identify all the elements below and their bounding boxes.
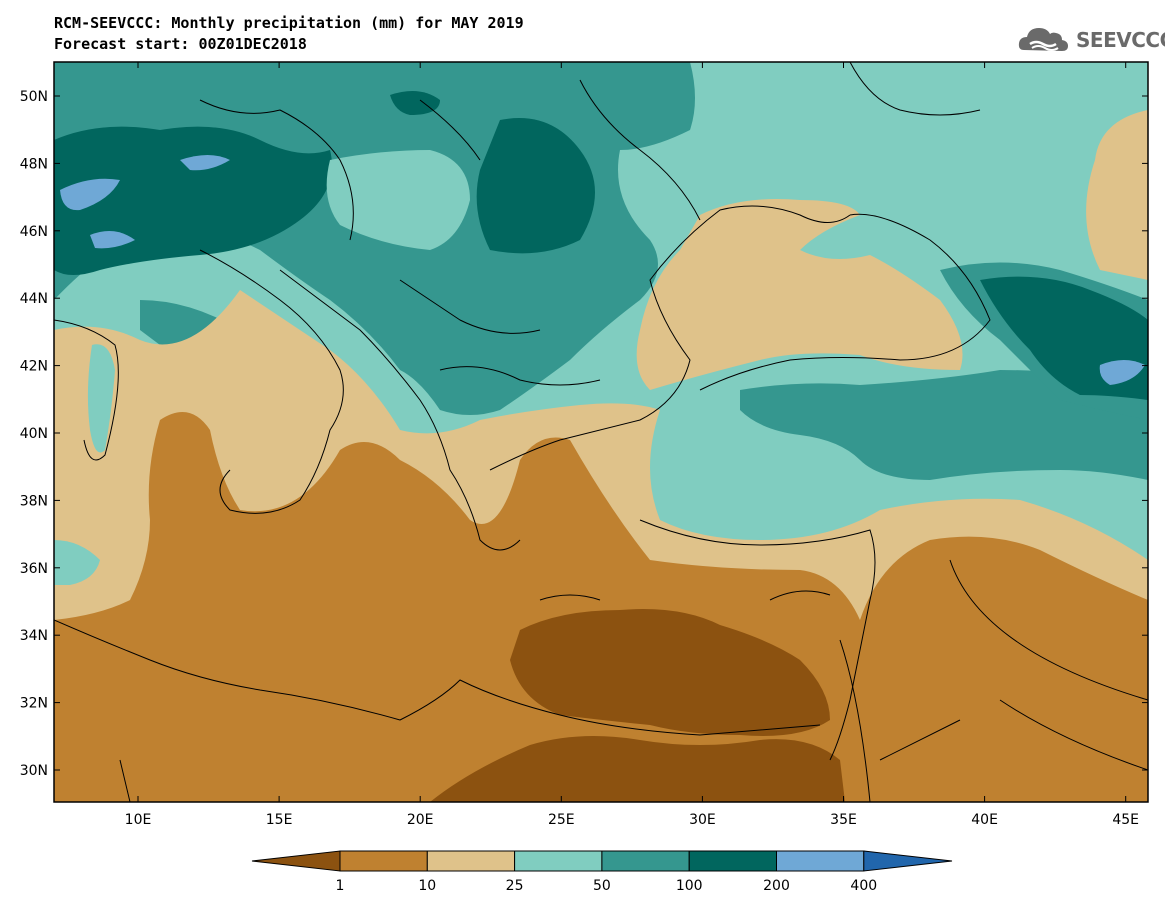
colorbar-label: 25 <box>506 878 524 894</box>
field-brown-africa <box>54 412 1148 802</box>
coast-italy <box>199 249 344 514</box>
lat-tick-label: 34N <box>20 628 48 644</box>
logo-text: SEEVCCC <box>1076 28 1165 52</box>
map-frame <box>53 61 1149 803</box>
forecast-start: Forecast start: 00Z01DEC2018 <box>54 35 307 53</box>
map-title: RCM-SEEVCCC: Monthly precipitation (mm) … <box>54 14 524 32</box>
lat-tick-label: 42N <box>20 359 48 375</box>
lon-tick-label: 30E <box>689 812 716 828</box>
longitude-axis: 10E 15E 20E 25E 30E 35E 40E 45E <box>125 62 1139 828</box>
field-light-teal-sardinia <box>87 344 115 453</box>
coast-blacksea-east <box>699 213 991 391</box>
colorbar-label: 10 <box>418 878 436 894</box>
borders-africa-mideast <box>119 559 1148 802</box>
lon-tick-label: 40E <box>971 812 998 828</box>
colorbar-segment <box>776 850 865 872</box>
field-dark-brown-libya <box>510 609 830 736</box>
field-blue-alps-2 <box>90 231 135 249</box>
precipitation-field <box>54 62 1148 802</box>
colorbar-label: 50 <box>593 878 611 894</box>
colorbar-segment <box>426 850 516 872</box>
cloud-icon <box>1018 28 1068 51</box>
lon-tick-label: 15E <box>266 812 293 828</box>
lon-tick-label: 35E <box>830 812 857 828</box>
field-blue-caucasus <box>1099 360 1145 385</box>
lat-tick-label: 38N <box>20 493 48 509</box>
lat-tick-label: 46N <box>20 224 48 240</box>
lon-tick-label: 20E <box>407 812 434 828</box>
field-light-teal-pannonian <box>326 150 470 250</box>
colorbar-segment <box>601 850 690 872</box>
colorbar-segment <box>339 850 428 872</box>
lon-tick-label: 25E <box>548 812 575 828</box>
field-dark-teal-carpathians <box>476 118 595 254</box>
seevccc-logo: SEEVCCC <box>1016 20 1165 60</box>
lon-tick-label: 45E <box>1112 812 1139 828</box>
coast-sardinia <box>54 319 119 461</box>
coast-crete <box>539 594 601 601</box>
lat-tick-label: 32N <box>20 696 48 712</box>
coastlines-borders <box>54 62 1148 802</box>
colorbar-label: 200 <box>763 878 790 894</box>
colorbar-label: 1 <box>336 878 345 894</box>
borders-balkans <box>399 279 601 386</box>
colorbar-segment <box>688 850 778 872</box>
coast-anatolia-levant <box>639 519 876 761</box>
colorbar-segment <box>514 850 603 872</box>
field-tan-black-sea <box>636 199 963 390</box>
coast-aegean-blacksea-west <box>489 205 851 471</box>
lat-tick-label: 36N <box>20 561 48 577</box>
colorbar-arrow-right <box>863 850 953 872</box>
field-dark-brown-egypt <box>430 736 845 802</box>
lat-tick-label: 44N <box>20 291 48 307</box>
lat-tick-label: 48N <box>20 156 48 172</box>
field-blue-alps-1 <box>60 178 120 211</box>
field-dark-teal-north <box>390 91 440 115</box>
field-teal-anatolia <box>740 370 1148 480</box>
field-tan-east-edge <box>1086 110 1148 280</box>
borders-europe <box>199 62 981 241</box>
colorbar-label: 100 <box>676 878 703 894</box>
coast-north-africa <box>54 619 821 736</box>
lat-tick-label: 30N <box>20 763 48 779</box>
coast-cyprus <box>769 590 831 601</box>
field-blue-alps-3 <box>180 155 230 171</box>
coast-adriatic-balkans <box>279 269 521 551</box>
colorbar-label: 400 <box>850 878 877 894</box>
field-light-teal-west <box>54 540 100 585</box>
colorbar-arrow-left <box>251 850 341 872</box>
lon-tick-label: 10E <box>125 812 152 828</box>
latitude-axis: 50N 48N 46N 44N 42N 40N 38N 36N 34N 32N 30N <box>20 89 1148 779</box>
lat-tick-label: 40N <box>20 426 48 442</box>
lat-tick-label: 50N <box>20 89 48 105</box>
colorbar: 1 10 25 50 100 200 400 <box>251 850 953 894</box>
